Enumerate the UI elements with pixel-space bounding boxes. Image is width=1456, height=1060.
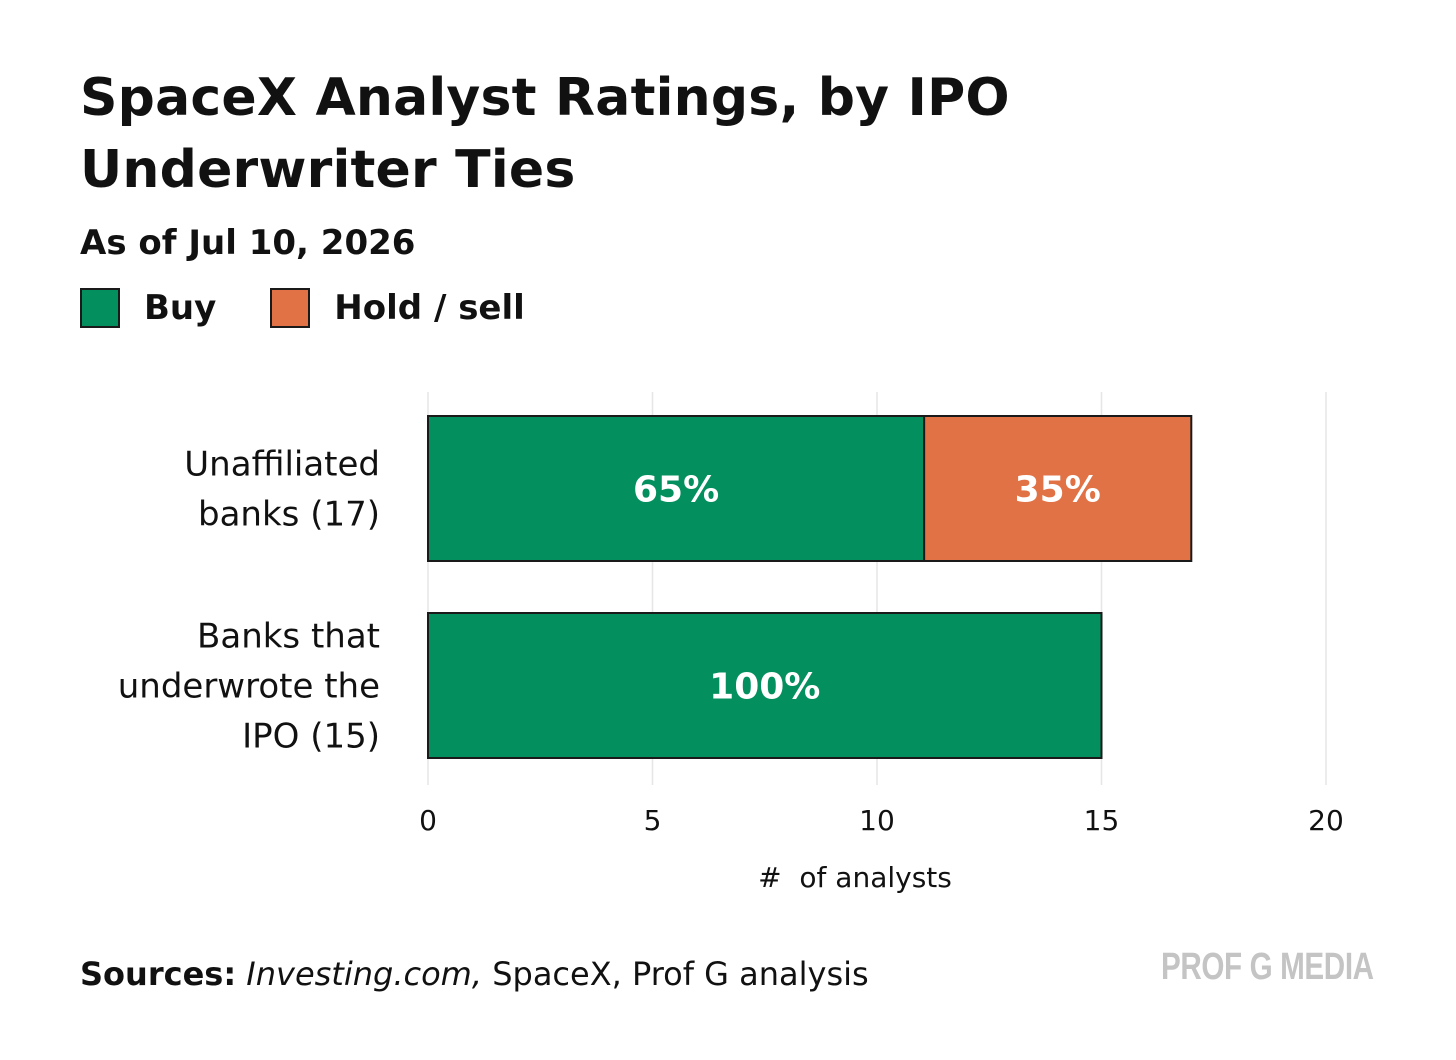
bar-data-label: 65%: [633, 470, 719, 511]
x-tick-label: 20: [1308, 804, 1344, 837]
legend-item-hold-sell: Hold / sell: [270, 286, 525, 330]
legend-label-hold-sell: Hold / sell: [334, 288, 525, 328]
category-label: Unaffiliated banks (17): [184, 445, 380, 535]
source-note: Sources: Investing.com, SpaceX, Prof G a…: [80, 950, 869, 998]
source-label: Sources:: [80, 955, 237, 993]
bar-data-label: 100%: [709, 667, 820, 708]
x-tick-label: 15: [1084, 804, 1120, 837]
brand-logo: PROF G MEDIA: [1161, 946, 1374, 988]
bar-segment: [427, 415, 926, 562]
bar-data-label: 35%: [1015, 470, 1101, 511]
legend-swatch-buy: [80, 288, 120, 328]
bar-segment: [923, 415, 1193, 562]
x-axis-title: # of analysts: [758, 861, 952, 894]
legend-label-buy: Buy: [144, 288, 217, 328]
x-tick-label: 10: [859, 804, 895, 837]
bar-segment: [427, 612, 1103, 759]
x-tick-label: 0: [419, 804, 437, 837]
legend: Buy Hold / sell: [80, 286, 579, 330]
legend-item-buy: Buy: [80, 286, 216, 330]
chart-title: SpaceX Analyst Ratings, by IPO Underwrit…: [80, 68, 1010, 200]
source-italic: Investing.com,: [246, 955, 483, 993]
legend-swatch-hold-sell: [270, 288, 311, 328]
chart-subtitle: As of Jul 10, 2026: [80, 223, 416, 263]
x-tick-label: 5: [644, 804, 662, 837]
source-rest: SpaceX, Prof G analysis: [482, 955, 869, 993]
category-label: Banks that underwrote the IPO (15): [118, 617, 380, 757]
